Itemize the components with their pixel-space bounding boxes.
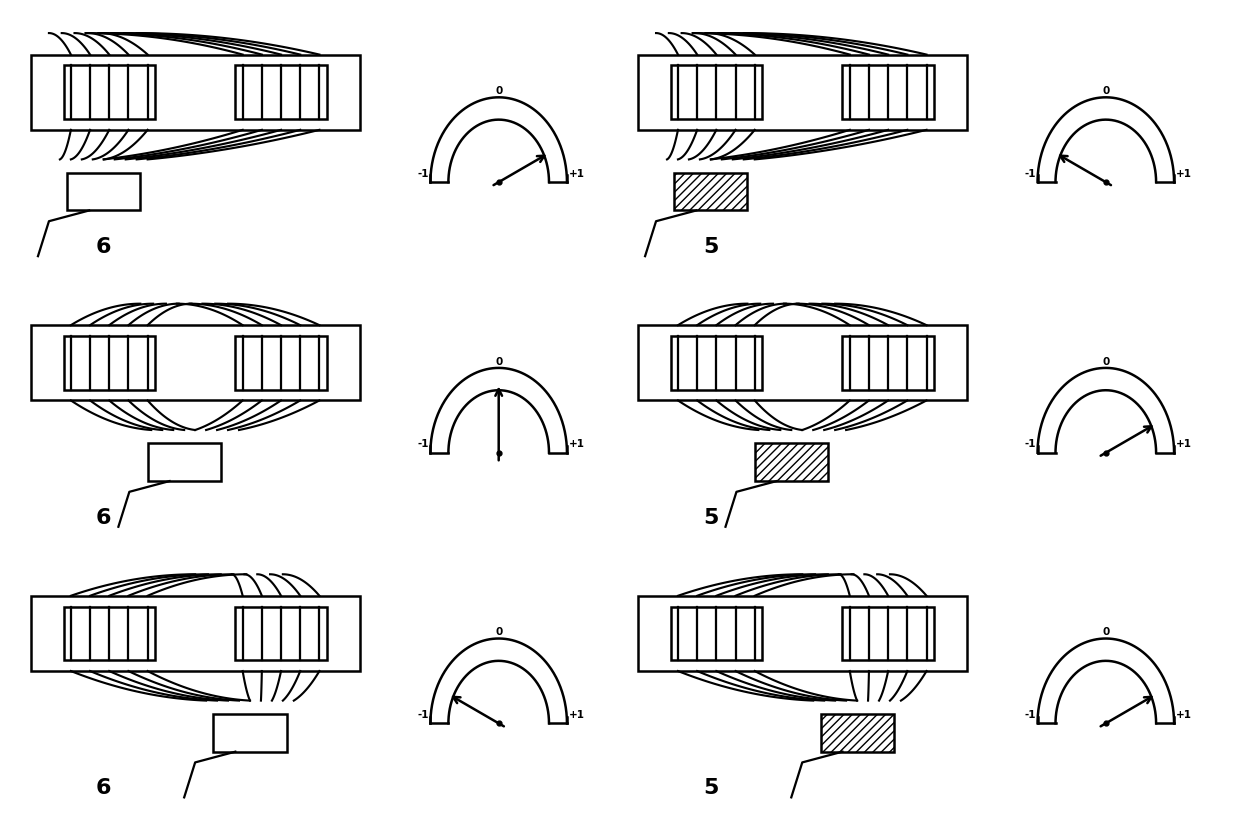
Text: -1: -1 [1025, 169, 1036, 179]
Bar [67, 174, 140, 211]
Bar [31, 56, 359, 131]
Bar [670, 66, 762, 120]
Text: +1: +1 [1176, 439, 1192, 449]
Bar [213, 714, 286, 752]
Text: 0: 0 [1103, 86, 1109, 96]
Text: +1: +1 [1176, 169, 1192, 179]
Text: -1: -1 [1025, 709, 1036, 719]
Bar [235, 337, 327, 390]
Text: 6: 6 [95, 237, 112, 257]
Text: -1: -1 [418, 439, 429, 449]
Text: -1: -1 [418, 709, 429, 719]
Bar [235, 66, 327, 120]
Bar [235, 607, 327, 660]
Text: 0: 0 [496, 356, 502, 366]
Text: +1: +1 [569, 709, 585, 719]
Text: 6: 6 [95, 777, 112, 798]
Text: 5: 5 [704, 237, 719, 257]
Bar [674, 174, 747, 211]
Text: -1: -1 [418, 169, 429, 179]
Bar [670, 607, 762, 660]
Bar [843, 66, 934, 120]
Bar [31, 596, 359, 672]
Bar [78, 182, 129, 203]
Text: 5: 5 [704, 507, 719, 527]
Bar [147, 444, 221, 482]
Bar [63, 66, 155, 120]
Bar [31, 326, 359, 401]
Bar [638, 56, 966, 131]
Text: 0: 0 [1103, 356, 1109, 366]
Text: +1: +1 [569, 169, 585, 179]
Text: 0: 0 [1103, 627, 1109, 636]
Bar [638, 596, 966, 672]
Text: 0: 0 [496, 627, 502, 636]
Bar [159, 452, 209, 473]
Text: 6: 6 [95, 507, 112, 527]
Bar [820, 714, 893, 752]
Text: 5: 5 [704, 777, 719, 798]
Bar [755, 444, 828, 482]
Bar [843, 337, 934, 390]
Bar [638, 326, 966, 401]
Bar [63, 607, 155, 660]
Bar [63, 337, 155, 390]
Bar [224, 722, 275, 744]
Text: +1: +1 [1176, 709, 1192, 719]
Text: +1: +1 [569, 439, 585, 449]
Text: 0: 0 [496, 86, 502, 96]
Text: -1: -1 [1025, 439, 1036, 449]
Bar [670, 337, 762, 390]
Bar [843, 607, 934, 660]
